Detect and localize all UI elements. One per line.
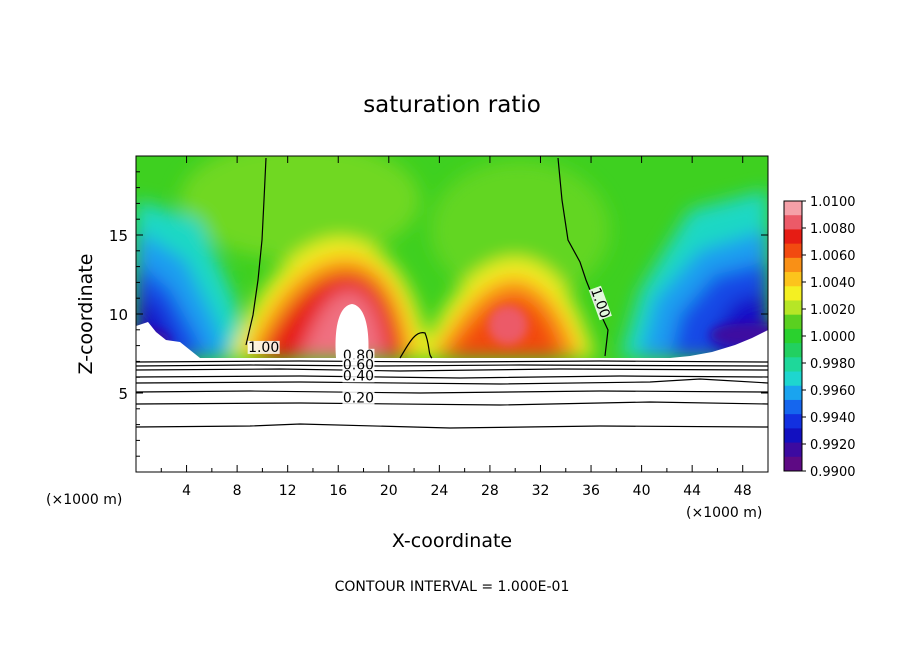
x-tick-label: 44 [683, 483, 701, 499]
contour-lines [136, 157, 768, 429]
colorbar-segment [784, 328, 802, 344]
colorbar-segment [784, 385, 802, 401]
colorbar-label: 0.9900 [810, 465, 856, 480]
colorbar-segment [784, 257, 802, 273]
colorbar-segment [784, 371, 802, 387]
colorbar-segment [784, 428, 802, 444]
colorbar: 1.0100 1.0080 1.0060 1.0040 1.0020 1.0000 0.99… [783, 195, 856, 480]
colorbar-segment [784, 357, 802, 373]
heatmap-field: 1.001.000.800.600.400.20 [136, 156, 768, 472]
contour-labels: 1.001.000.800.600.400.20 [247, 285, 613, 406]
colorbar-label: 1.0060 [810, 249, 856, 264]
colorbar-segment [784, 343, 802, 358]
x-tick-label: 48 [734, 483, 752, 499]
colorbar-segment [784, 215, 802, 230]
y-tick-label: 15 [109, 227, 128, 245]
colorbar-label: 0.9940 [810, 411, 856, 426]
x-tick-label: 8 [233, 483, 242, 499]
colorbar-segment [784, 272, 802, 287]
contour-label: 0.40 [342, 368, 375, 384]
colorbar-label: 1.0020 [810, 303, 856, 318]
colorbar-segment [784, 286, 802, 301]
chart-title: saturation ratio [363, 92, 541, 118]
x-tick-label: 4 [182, 483, 191, 499]
colorbar-segment [784, 314, 802, 330]
colorbar-segment [784, 201, 802, 216]
y-tick-label: 5 [118, 385, 128, 403]
y-axis: 5 10 15 [109, 171, 768, 457]
x-unit-left: (×1000 m) [46, 492, 122, 508]
x-tick-label: 20 [380, 483, 398, 499]
colorbar-segment [784, 456, 802, 472]
contour-label: 1.00 [247, 340, 280, 356]
colorbar-label: 1.0000 [810, 330, 856, 345]
colorbar-segment [784, 243, 802, 259]
svg-text:1.00: 1.00 [248, 340, 279, 356]
x-tick-label: 16 [329, 483, 347, 499]
x-axis-label: X-coordinate [392, 530, 512, 552]
y-tick-label: 10 [109, 306, 128, 324]
x-tick-label: 36 [582, 483, 600, 499]
svg-text:0.60: 0.60 [343, 357, 374, 373]
contour-label: 0.60 [342, 357, 375, 373]
colorbar-label: 0.9960 [810, 384, 856, 399]
x-axis: 4 8 12 16 20 24 28 32 36 40 44 48 [160, 156, 752, 499]
x-tick-label: 28 [481, 483, 499, 499]
colorbar-segment [784, 399, 802, 415]
colorbar-label: 1.0080 [810, 222, 856, 237]
y-axis-label: Z-coordinate [75, 254, 97, 375]
colorbar-segment [784, 229, 802, 245]
colorbar-label: 0.9920 [810, 438, 856, 453]
saturation-field [136, 156, 768, 472]
x-unit-right: (×1000 m) [686, 505, 762, 521]
x-tick-label: 32 [532, 483, 550, 499]
svg-text:0.20: 0.20 [343, 390, 374, 406]
x-tick-label: 12 [279, 483, 297, 499]
colorbar-segment [784, 414, 802, 429]
colorbar-segment [784, 300, 802, 316]
contour-label: 0.20 [342, 390, 375, 406]
colorbar-segment [784, 442, 802, 458]
colorbar-label: 1.0040 [810, 276, 856, 291]
colorbar-label: 1.0100 [810, 195, 856, 210]
contour-interval-note: CONTOUR INTERVAL = 1.000E-01 [335, 579, 570, 595]
x-tick-label: 40 [633, 483, 651, 499]
colorbar-label: 0.9980 [810, 357, 856, 372]
x-tick-label: 24 [430, 483, 448, 499]
svg-text:0.40: 0.40 [343, 368, 374, 384]
